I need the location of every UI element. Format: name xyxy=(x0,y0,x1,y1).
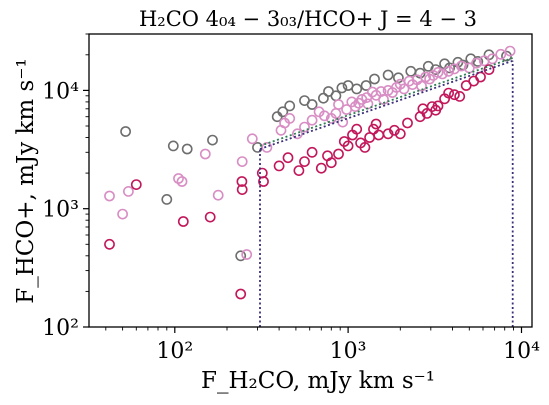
data-point xyxy=(277,106,289,118)
data-point xyxy=(241,249,253,260)
data-point xyxy=(122,185,134,197)
data-point xyxy=(455,60,467,72)
data-point xyxy=(360,80,372,91)
data-point xyxy=(199,148,211,160)
data-point xyxy=(359,141,371,153)
chart-title: H₂CO 4₀₄ − 3₀₃/HCO+ J = 4 − 3 xyxy=(139,7,477,31)
data-point xyxy=(306,146,318,158)
data-point xyxy=(504,45,516,57)
data-point xyxy=(333,99,344,110)
data-point xyxy=(342,140,354,152)
data-point xyxy=(282,152,294,164)
data-point xyxy=(306,114,318,126)
data-point xyxy=(369,73,380,85)
data-point xyxy=(370,118,382,130)
data-point xyxy=(475,71,486,83)
data-point xyxy=(246,133,258,145)
data-point xyxy=(426,101,438,112)
data-point xyxy=(454,91,466,102)
y-axis-label: F_HCO+, mJy km s⁻¹ xyxy=(13,58,39,303)
data-point xyxy=(443,65,454,77)
data-point xyxy=(398,83,410,95)
data-point xyxy=(173,173,184,184)
data-point xyxy=(212,189,224,201)
data-point xyxy=(117,208,128,220)
data-point xyxy=(351,83,363,95)
data-point xyxy=(448,89,460,101)
data-point xyxy=(176,176,188,187)
data-point xyxy=(161,193,173,205)
data-point xyxy=(424,73,435,85)
x-tick-label: 10² xyxy=(156,339,193,364)
reference-line xyxy=(259,59,513,150)
data-point xyxy=(325,157,337,169)
data-point xyxy=(204,211,216,223)
data-point xyxy=(261,141,273,153)
data-point xyxy=(317,92,329,104)
x-axis-label: F_H₂CO, mJy km s⁻¹ xyxy=(201,368,435,394)
data-point xyxy=(293,165,305,176)
data-point xyxy=(130,179,142,190)
x-tick-label: 10⁴ xyxy=(503,339,540,364)
data-point xyxy=(432,100,444,112)
y-tick-label: 10² xyxy=(42,316,79,341)
data-point xyxy=(181,143,193,155)
data-point xyxy=(448,63,460,75)
data-point xyxy=(167,140,179,152)
data-point xyxy=(394,128,406,140)
data-point xyxy=(443,87,454,99)
data-point xyxy=(318,110,330,122)
data-point xyxy=(486,53,498,65)
data-point xyxy=(349,101,361,112)
data-point xyxy=(436,68,448,80)
data-point xyxy=(236,176,248,187)
data-point xyxy=(495,48,507,60)
data-point xyxy=(299,156,310,167)
data-point xyxy=(207,134,218,146)
data-point xyxy=(388,124,400,136)
data-point xyxy=(373,129,385,141)
data-point xyxy=(472,56,484,67)
data-point xyxy=(416,80,427,92)
data-point xyxy=(104,238,115,250)
data-point xyxy=(284,113,296,124)
data-point xyxy=(315,162,327,174)
axis-ticks: 10² 10³ 10⁴ 10² 10³ 10⁴ xyxy=(42,33,540,364)
data-point xyxy=(471,57,482,69)
data-point xyxy=(330,90,342,102)
data-point xyxy=(284,100,296,112)
data-point xyxy=(258,176,269,187)
data-point xyxy=(402,117,413,129)
data-point xyxy=(382,69,394,81)
y-tick-label: 10⁴ xyxy=(42,79,79,104)
y-tick-label: 10³ xyxy=(42,198,79,223)
data-point xyxy=(236,156,248,167)
data-point xyxy=(333,148,344,160)
data-point xyxy=(235,288,247,300)
data-point xyxy=(405,65,417,77)
data-point xyxy=(120,126,131,137)
data-point xyxy=(104,190,115,202)
data-point xyxy=(306,99,318,110)
data-point xyxy=(291,128,303,140)
data-point xyxy=(336,82,348,94)
x-tick-label: 10³ xyxy=(330,339,367,364)
data-point xyxy=(236,184,248,195)
data-point xyxy=(273,160,285,172)
data-point xyxy=(483,64,495,75)
data-point xyxy=(235,250,247,262)
data-point xyxy=(299,121,310,133)
plot-frame xyxy=(88,33,533,328)
data-point xyxy=(378,94,389,105)
data-point xyxy=(392,72,404,84)
data-point xyxy=(177,216,189,227)
data-point xyxy=(468,75,480,87)
data-point xyxy=(403,75,415,87)
plot-area xyxy=(104,45,516,327)
data-point xyxy=(382,128,394,140)
data-point xyxy=(351,123,363,135)
